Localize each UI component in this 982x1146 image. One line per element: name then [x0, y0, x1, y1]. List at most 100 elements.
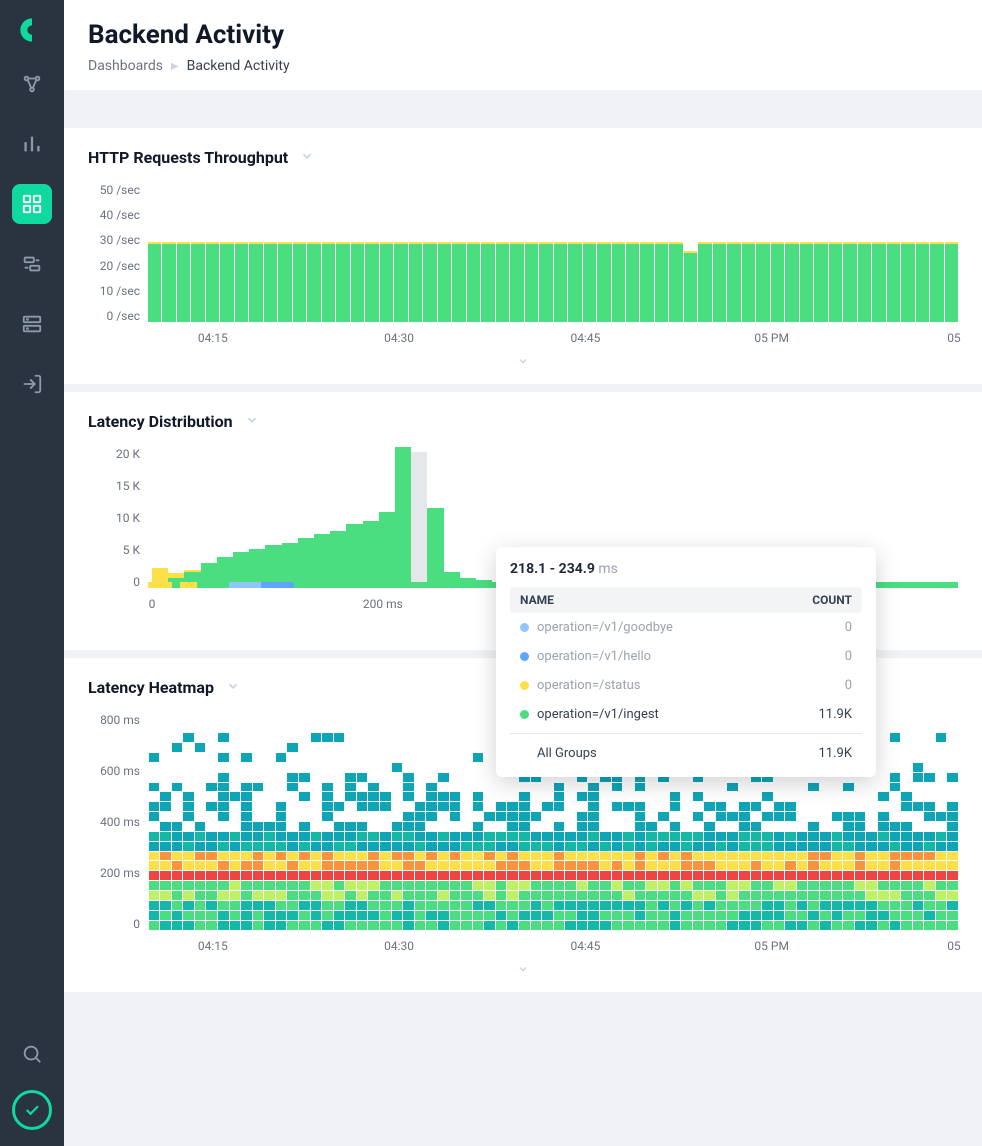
dist-bar[interactable]	[298, 538, 314, 582]
latency-dist-chart[interactable]: 20 K15 K10 K5 K0218.1 - 234.9 msNAMECOUN…	[88, 447, 958, 589]
dist-bar[interactable]	[201, 563, 217, 582]
throughput-bar[interactable]	[177, 244, 190, 322]
throughput-bar[interactable]	[785, 244, 798, 322]
heatmap-col[interactable]	[299, 713, 311, 930]
throughput-bar[interactable]	[814, 244, 827, 322]
status-ok-icon[interactable]	[12, 1090, 52, 1130]
heatmap-col[interactable]	[333, 713, 345, 930]
throughput-bar[interactable]	[756, 244, 769, 322]
breadcrumb-root[interactable]: Dashboards	[88, 58, 163, 74]
heatmap-col[interactable]	[206, 713, 218, 930]
dist-bar[interactable]	[282, 543, 298, 582]
heatmap-col[interactable]	[160, 713, 172, 930]
heatmap-col[interactable]	[217, 713, 229, 930]
throughput-bar[interactable]	[394, 244, 407, 322]
throughput-bar[interactable]	[669, 244, 682, 322]
dist-bar[interactable]	[249, 549, 265, 582]
throughput-bar[interactable]	[452, 244, 465, 322]
throughput-bar[interactable]	[713, 244, 726, 322]
dist-bar[interactable]	[395, 447, 411, 582]
throughput-bar[interactable]	[916, 244, 929, 322]
throughput-bar[interactable]	[380, 244, 393, 322]
search-icon[interactable]	[12, 1034, 52, 1074]
heatmap-col[interactable]	[472, 713, 484, 930]
heatmap-col[interactable]	[912, 713, 924, 930]
throughput-bar[interactable]	[684, 253, 697, 323]
heatmap-col[interactable]	[437, 713, 449, 930]
throughput-bar[interactable]	[510, 244, 523, 322]
throughput-bar[interactable]	[496, 244, 509, 322]
heatmap-col[interactable]	[391, 713, 403, 930]
dist-bar[interactable]	[346, 524, 362, 582]
throughput-bar[interactable]	[264, 244, 277, 322]
nav-services-icon[interactable]	[12, 244, 52, 284]
dist-bar[interactable]	[427, 508, 443, 582]
throughput-bar[interactable]	[640, 244, 653, 322]
dist-bar[interactable]	[444, 572, 460, 582]
throughput-bar[interactable]	[206, 244, 219, 322]
throughput-bar[interactable]	[191, 244, 204, 322]
dist-bar[interactable]	[411, 452, 427, 582]
throughput-bar[interactable]	[336, 244, 349, 322]
heatmap-col[interactable]	[310, 713, 322, 930]
heatmap-col[interactable]	[252, 713, 264, 930]
throughput-bar[interactable]	[626, 244, 639, 322]
heatmap-col[interactable]	[426, 713, 438, 930]
heatmap-col[interactable]	[380, 713, 392, 930]
throughput-bar[interactable]	[612, 244, 625, 322]
throughput-bar[interactable]	[930, 244, 943, 322]
heatmap-col[interactable]	[935, 713, 947, 930]
throughput-bar[interactable]	[525, 244, 538, 322]
throughput-bar[interactable]	[409, 244, 422, 322]
dist-bar[interactable]	[233, 552, 249, 582]
throughput-bar[interactable]	[249, 244, 262, 322]
nav-metrics-icon[interactable]	[12, 124, 52, 164]
nav-servers-icon[interactable]	[12, 304, 52, 344]
heatmap-col[interactable]	[322, 713, 334, 930]
dist-bar[interactable]	[184, 570, 200, 582]
dist-bar[interactable]	[330, 531, 346, 582]
nav-topology-icon[interactable]	[12, 64, 52, 104]
heatmap-col[interactable]	[414, 713, 426, 930]
throughput-chart[interactable]: 50 /sec40 /sec30 /sec20 /sec10 /sec0 /se…	[88, 183, 958, 323]
throughput-bar[interactable]	[771, 244, 784, 322]
dist-bar[interactable]	[168, 573, 184, 582]
dist-bar[interactable]	[265, 545, 281, 582]
throughput-bar[interactable]	[597, 244, 610, 322]
nav-login-icon[interactable]	[12, 364, 52, 404]
throughput-bar[interactable]	[481, 244, 494, 322]
throughput-bar[interactable]	[829, 244, 842, 322]
heatmap-col[interactable]	[345, 713, 357, 930]
heatmap-col[interactable]	[901, 713, 913, 930]
dist-bar[interactable]	[152, 568, 168, 582]
throughput-bar[interactable]	[539, 244, 552, 322]
heatmap-col[interactable]	[356, 713, 368, 930]
throughput-bar[interactable]	[945, 244, 958, 322]
heatmap-col[interactable]	[229, 713, 241, 930]
chevron-down-icon[interactable]	[226, 678, 240, 697]
throughput-bar[interactable]	[655, 244, 668, 322]
heatmap-col[interactable]	[264, 713, 276, 930]
heatmap-col[interactable]	[877, 713, 889, 930]
throughput-bar[interactable]	[351, 244, 364, 322]
throughput-bar[interactable]	[307, 244, 320, 322]
throughput-bar[interactable]	[554, 244, 567, 322]
heatmap-col[interactable]	[368, 713, 380, 930]
throughput-bar[interactable]	[698, 244, 711, 322]
throughput-bar[interactable]	[235, 244, 248, 322]
throughput-bar[interactable]	[438, 244, 451, 322]
throughput-bar[interactable]	[467, 244, 480, 322]
throughput-bar[interactable]	[220, 244, 233, 322]
dist-bar[interactable]	[379, 512, 395, 582]
heatmap-col[interactable]	[449, 713, 461, 930]
throughput-bar[interactable]	[322, 244, 335, 322]
throughput-bar[interactable]	[901, 244, 914, 322]
throughput-bar[interactable]	[162, 244, 175, 322]
throughput-bar[interactable]	[293, 244, 306, 322]
heatmap-col[interactable]	[148, 713, 160, 930]
throughput-bar[interactable]	[568, 244, 581, 322]
dist-bar[interactable]	[314, 534, 330, 582]
throughput-bar[interactable]	[742, 244, 755, 322]
heatmap-col[interactable]	[889, 713, 901, 930]
throughput-bar[interactable]	[148, 244, 161, 322]
